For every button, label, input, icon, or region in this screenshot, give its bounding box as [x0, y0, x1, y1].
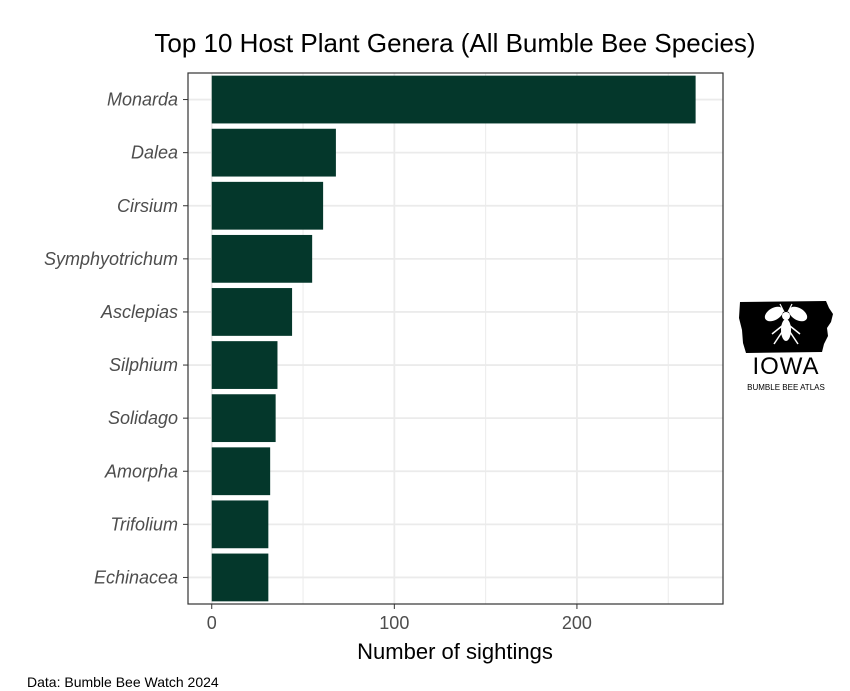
bar-monarda	[211, 75, 696, 124]
plot-border	[187, 72, 724, 605]
x-tick-label: 100	[379, 613, 409, 633]
bar-solidago	[211, 394, 276, 443]
y-tick-label: Cirsium	[117, 196, 178, 216]
y-tick-label: Silphium	[109, 355, 178, 375]
iowa-bumble-bee-atlas-logo: IOWA BUMBLE BEE ATLAS	[736, 298, 836, 398]
bar-symphyotrichum	[211, 234, 313, 283]
plot-area: Monarda Dalea Cirsium Symphyotrichum Asclepi…	[44, 72, 724, 633]
x-tick-label: 0	[207, 613, 217, 633]
y-tick-label: Echinacea	[94, 567, 178, 587]
bar-trifolium	[211, 500, 269, 549]
y-tick-label: Trifolium	[110, 514, 178, 534]
bar-silphium	[211, 341, 278, 389]
y-tick-label: Asclepias	[100, 302, 178, 322]
y-tick-label: Monarda	[107, 90, 178, 110]
x-axis-title: Number of sightings	[357, 639, 553, 664]
bar-cirsium	[211, 181, 324, 230]
logo-word: IOWA	[752, 353, 820, 380]
iowa-bee-icon	[739, 301, 833, 353]
data-source-caption: Data: Bumble Bee Watch 2024	[27, 674, 219, 690]
bar-echinacea	[211, 553, 269, 602]
y-tick-label: Solidago	[108, 408, 178, 428]
y-tick-label: Dalea	[131, 143, 178, 163]
y-tick-label: Amorpha	[104, 461, 178, 481]
bar-asclepias	[211, 288, 293, 336]
logo-subtitle: BUMBLE BEE ATLAS	[747, 383, 825, 392]
y-tick-label: Symphyotrichum	[44, 249, 178, 269]
chart-title: Top 10 Host Plant Genera (All Bumble Bee…	[154, 28, 755, 58]
x-tick-label: 200	[562, 613, 592, 633]
bar-dalea	[211, 128, 336, 177]
bar-amorpha	[211, 447, 271, 496]
